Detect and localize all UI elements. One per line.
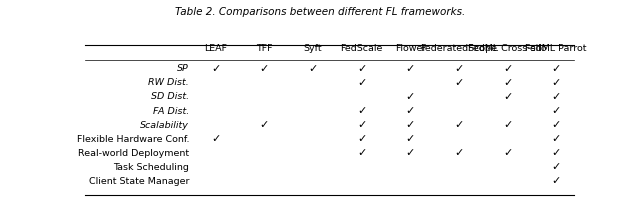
Text: RW Dist.: RW Dist. <box>148 78 189 87</box>
Text: ✓: ✓ <box>503 148 512 158</box>
Text: Real-world Deployment: Real-world Deployment <box>78 149 189 158</box>
Text: ✓: ✓ <box>552 78 561 88</box>
Text: ✓: ✓ <box>211 134 221 144</box>
Text: Scalability: Scalability <box>140 121 189 130</box>
Text: ✓: ✓ <box>552 106 561 116</box>
Text: FA Dist.: FA Dist. <box>153 107 189 116</box>
Text: ✓: ✓ <box>503 64 512 74</box>
Text: ✓: ✓ <box>357 148 367 158</box>
Text: SD Dist.: SD Dist. <box>151 93 189 101</box>
Text: ✓: ✓ <box>406 134 415 144</box>
Text: ✓: ✓ <box>260 120 269 130</box>
Text: ✓: ✓ <box>552 148 561 158</box>
Text: ✓: ✓ <box>260 64 269 74</box>
Text: ✓: ✓ <box>552 176 561 186</box>
Text: ✓: ✓ <box>454 64 463 74</box>
Text: ✓: ✓ <box>552 134 561 144</box>
Text: FedScale: FedScale <box>340 44 383 53</box>
Text: ✓: ✓ <box>406 92 415 102</box>
Text: ✓: ✓ <box>454 120 463 130</box>
Text: Syft: Syft <box>304 44 323 53</box>
Text: ✓: ✓ <box>503 92 512 102</box>
Text: Task Scheduling: Task Scheduling <box>113 163 189 172</box>
Text: ✓: ✓ <box>503 78 512 88</box>
Text: ✓: ✓ <box>406 106 415 116</box>
Text: ✓: ✓ <box>357 106 367 116</box>
Text: FedML Cross-silo: FedML Cross-silo <box>468 44 547 53</box>
Text: ✓: ✓ <box>211 64 221 74</box>
Text: ✓: ✓ <box>406 64 415 74</box>
Text: Flower: Flower <box>395 44 426 53</box>
Text: FedML Parrot: FedML Parrot <box>525 44 587 53</box>
Text: Flexible Hardware Conf.: Flexible Hardware Conf. <box>77 135 189 144</box>
Text: ✓: ✓ <box>552 162 561 172</box>
Text: ✓: ✓ <box>454 148 463 158</box>
Text: LEAF: LEAF <box>204 44 227 53</box>
Text: ✓: ✓ <box>357 134 367 144</box>
Text: ✓: ✓ <box>357 78 367 88</box>
Text: ✓: ✓ <box>503 120 512 130</box>
Text: ✓: ✓ <box>357 64 367 74</box>
Text: ✓: ✓ <box>552 120 561 130</box>
Text: SP: SP <box>177 64 189 73</box>
Text: ✓: ✓ <box>406 148 415 158</box>
Text: ✓: ✓ <box>308 64 318 74</box>
Text: ✓: ✓ <box>552 64 561 74</box>
Text: FederatedScope: FederatedScope <box>420 44 497 53</box>
Text: ✓: ✓ <box>552 92 561 102</box>
Text: Client State Manager: Client State Manager <box>88 177 189 186</box>
Text: ✓: ✓ <box>406 120 415 130</box>
Text: ✓: ✓ <box>357 120 367 130</box>
Text: Table 2. Comparisons between different FL frameworks.: Table 2. Comparisons between different F… <box>175 7 465 17</box>
Text: ✓: ✓ <box>454 78 463 88</box>
Text: TFF: TFF <box>256 44 273 53</box>
